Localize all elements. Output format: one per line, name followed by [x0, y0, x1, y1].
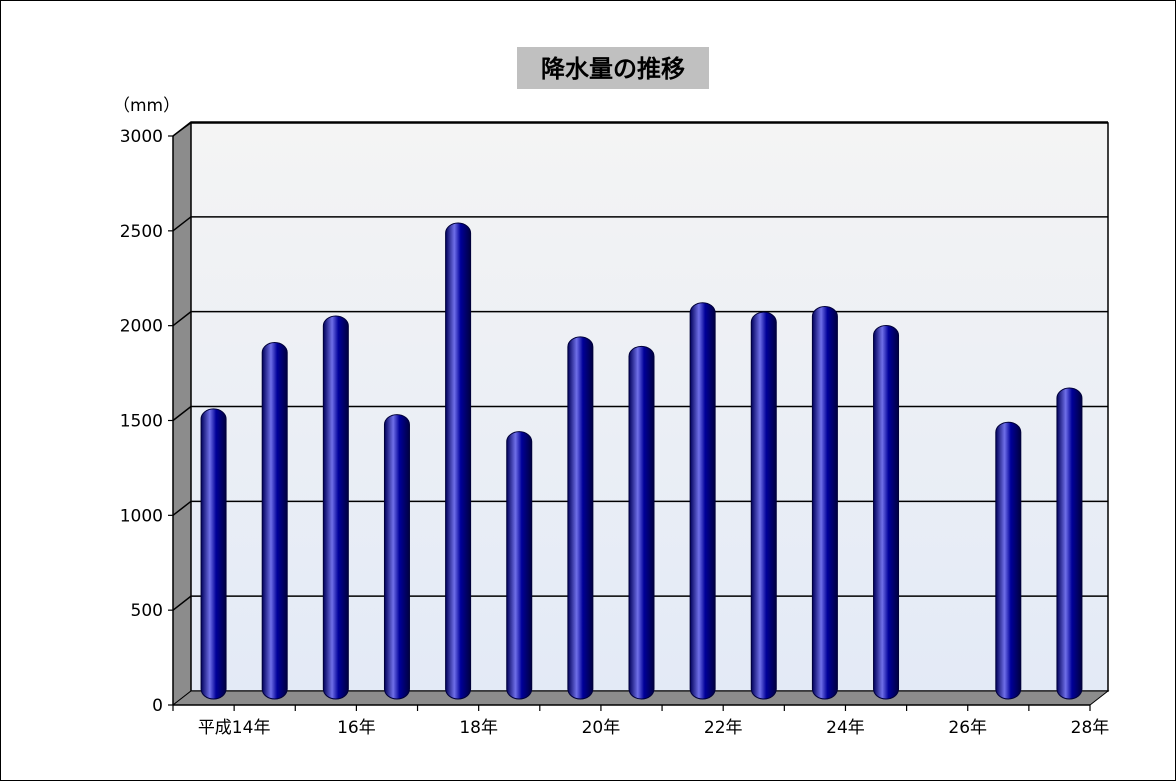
chart-title-group: 降水量の推移 [517, 47, 709, 89]
y-tick-label: 1000 [120, 506, 163, 526]
bar [200, 408, 227, 700]
y-tick-label: 2500 [120, 222, 163, 242]
bar [628, 345, 655, 700]
x-tick-label: 18年 [459, 718, 498, 738]
x-axis: 平成14年 16年 18年 20年 22年 24年 26年 28年 [172, 704, 1110, 738]
bar [995, 421, 1022, 700]
grid-lines [172, 121, 1108, 611]
x-tick-label: 22年 [704, 718, 743, 738]
bars [200, 222, 1083, 700]
chart-title-background [517, 47, 709, 89]
bar [261, 342, 288, 700]
y-tick-label: 2000 [120, 317, 163, 337]
bar [750, 311, 777, 700]
bar [506, 431, 533, 700]
bar [1056, 387, 1083, 700]
y-tick-label: 3000 [120, 127, 163, 147]
bar [689, 302, 716, 700]
grid-line [172, 121, 1108, 137]
x-tick-label: 26年 [948, 718, 987, 738]
grid-line [172, 216, 1108, 232]
x-tick-label: 20年 [582, 718, 621, 738]
x-tick-label: 平成14年 [198, 718, 271, 738]
y-tick-label: 0 [152, 696, 163, 716]
y-axis: 0 500 1000 1500 2000 2500 3000 [120, 127, 174, 716]
x-tick-label: 28年 [1071, 718, 1110, 738]
bar [322, 315, 349, 700]
bar [567, 336, 594, 700]
bar [811, 305, 838, 700]
grid-line [172, 405, 1108, 422]
bar [873, 324, 900, 700]
x-tick-label: 16年 [337, 718, 376, 738]
grid-line [172, 595, 1108, 611]
chart-title: 降水量の推移 [541, 55, 685, 83]
bar [383, 414, 410, 700]
grid-line [172, 310, 1108, 327]
y-tick-label: 1500 [120, 412, 163, 432]
grid-line [172, 500, 1108, 516]
bar [445, 222, 472, 700]
y-tick-label: 500 [131, 601, 163, 621]
x-tick-label: 24年 [826, 718, 865, 738]
y-axis-unit-label: （mm） [113, 96, 180, 116]
